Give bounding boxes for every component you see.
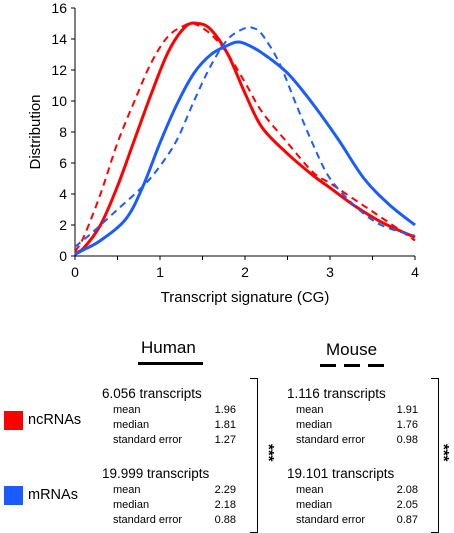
stat-label: standard error bbox=[296, 434, 366, 446]
ncrna-swatch bbox=[4, 411, 23, 430]
stat-label: median bbox=[296, 419, 333, 431]
stat-label: mean bbox=[113, 484, 141, 496]
human-bracket bbox=[250, 378, 258, 533]
x-tick-label: 0 bbox=[71, 264, 79, 280]
y-tick-label: 4 bbox=[59, 186, 67, 202]
stat-value: 0.88 bbox=[214, 514, 236, 526]
stat-label: mean bbox=[296, 404, 324, 416]
series-line-2 bbox=[74, 40, 416, 256]
y-tick-label: 14 bbox=[51, 31, 67, 47]
mouse-dash-2 bbox=[344, 364, 360, 367]
human-header: Human bbox=[141, 338, 196, 357]
mouse-nc-count: 1.116 transcripts bbox=[287, 386, 386, 401]
x-tick-label: 3 bbox=[326, 264, 334, 280]
stat-value: 1.96 bbox=[214, 404, 236, 416]
human-solid-line bbox=[138, 362, 203, 365]
y-axis-label: Distribution bbox=[27, 94, 44, 169]
mouse-header: Mouse bbox=[326, 340, 378, 359]
stat-label: median bbox=[296, 499, 333, 511]
ncrna-label: ncRNAs bbox=[28, 412, 82, 428]
y-tick-label: 6 bbox=[59, 155, 67, 171]
y-tick-label: 2 bbox=[59, 217, 67, 233]
x-tick-label: 2 bbox=[241, 264, 249, 280]
stat-value: 2.29 bbox=[214, 484, 236, 496]
human-significance: *** bbox=[260, 444, 277, 462]
y-tick-label: 12 bbox=[51, 62, 67, 78]
human-nc-count: 6.056 transcripts bbox=[102, 386, 202, 401]
mouse-dash-3 bbox=[368, 364, 384, 367]
mrna-swatch bbox=[4, 486, 23, 505]
stat-value: 0.87 bbox=[396, 514, 418, 526]
stat-label: mean bbox=[296, 484, 324, 496]
series-line-0 bbox=[74, 21, 416, 255]
mouse-dash-1 bbox=[320, 364, 336, 367]
stat-value: 2.05 bbox=[396, 499, 418, 511]
y-tick-label: 16 bbox=[51, 0, 67, 16]
stat-label: mean bbox=[113, 404, 141, 416]
human-m-count: 19.999 transcripts bbox=[102, 466, 210, 481]
mouse-m-count: 19.101 transcripts bbox=[287, 466, 395, 481]
mouse-significance: *** bbox=[435, 444, 452, 462]
stat-label: median bbox=[113, 419, 150, 431]
x-tick-label: 4 bbox=[411, 264, 419, 280]
stat-value: 2.18 bbox=[214, 499, 236, 511]
x-tick-label: 1 bbox=[156, 264, 164, 280]
y-tick-label: 0 bbox=[59, 248, 67, 264]
stat-value: 1.81 bbox=[214, 419, 236, 431]
x-axis-label: Transcript signature (CG) bbox=[161, 289, 330, 306]
stat-label: standard error bbox=[113, 514, 183, 526]
y-tick-label: 10 bbox=[51, 93, 67, 109]
stat-value: 1.91 bbox=[396, 404, 418, 416]
stat-label: standard error bbox=[296, 514, 366, 526]
stat-value: 1.76 bbox=[396, 419, 418, 431]
stat-value: 2.08 bbox=[396, 484, 418, 496]
stat-value: 1.27 bbox=[214, 434, 236, 446]
y-tick-label: 8 bbox=[59, 124, 67, 140]
stat-label: median bbox=[113, 499, 150, 511]
series-line-3 bbox=[74, 26, 416, 248]
stat-value: 0.98 bbox=[396, 434, 418, 446]
stat-label: standard error bbox=[113, 434, 183, 446]
mrna-label: mRNAs bbox=[28, 487, 78, 503]
